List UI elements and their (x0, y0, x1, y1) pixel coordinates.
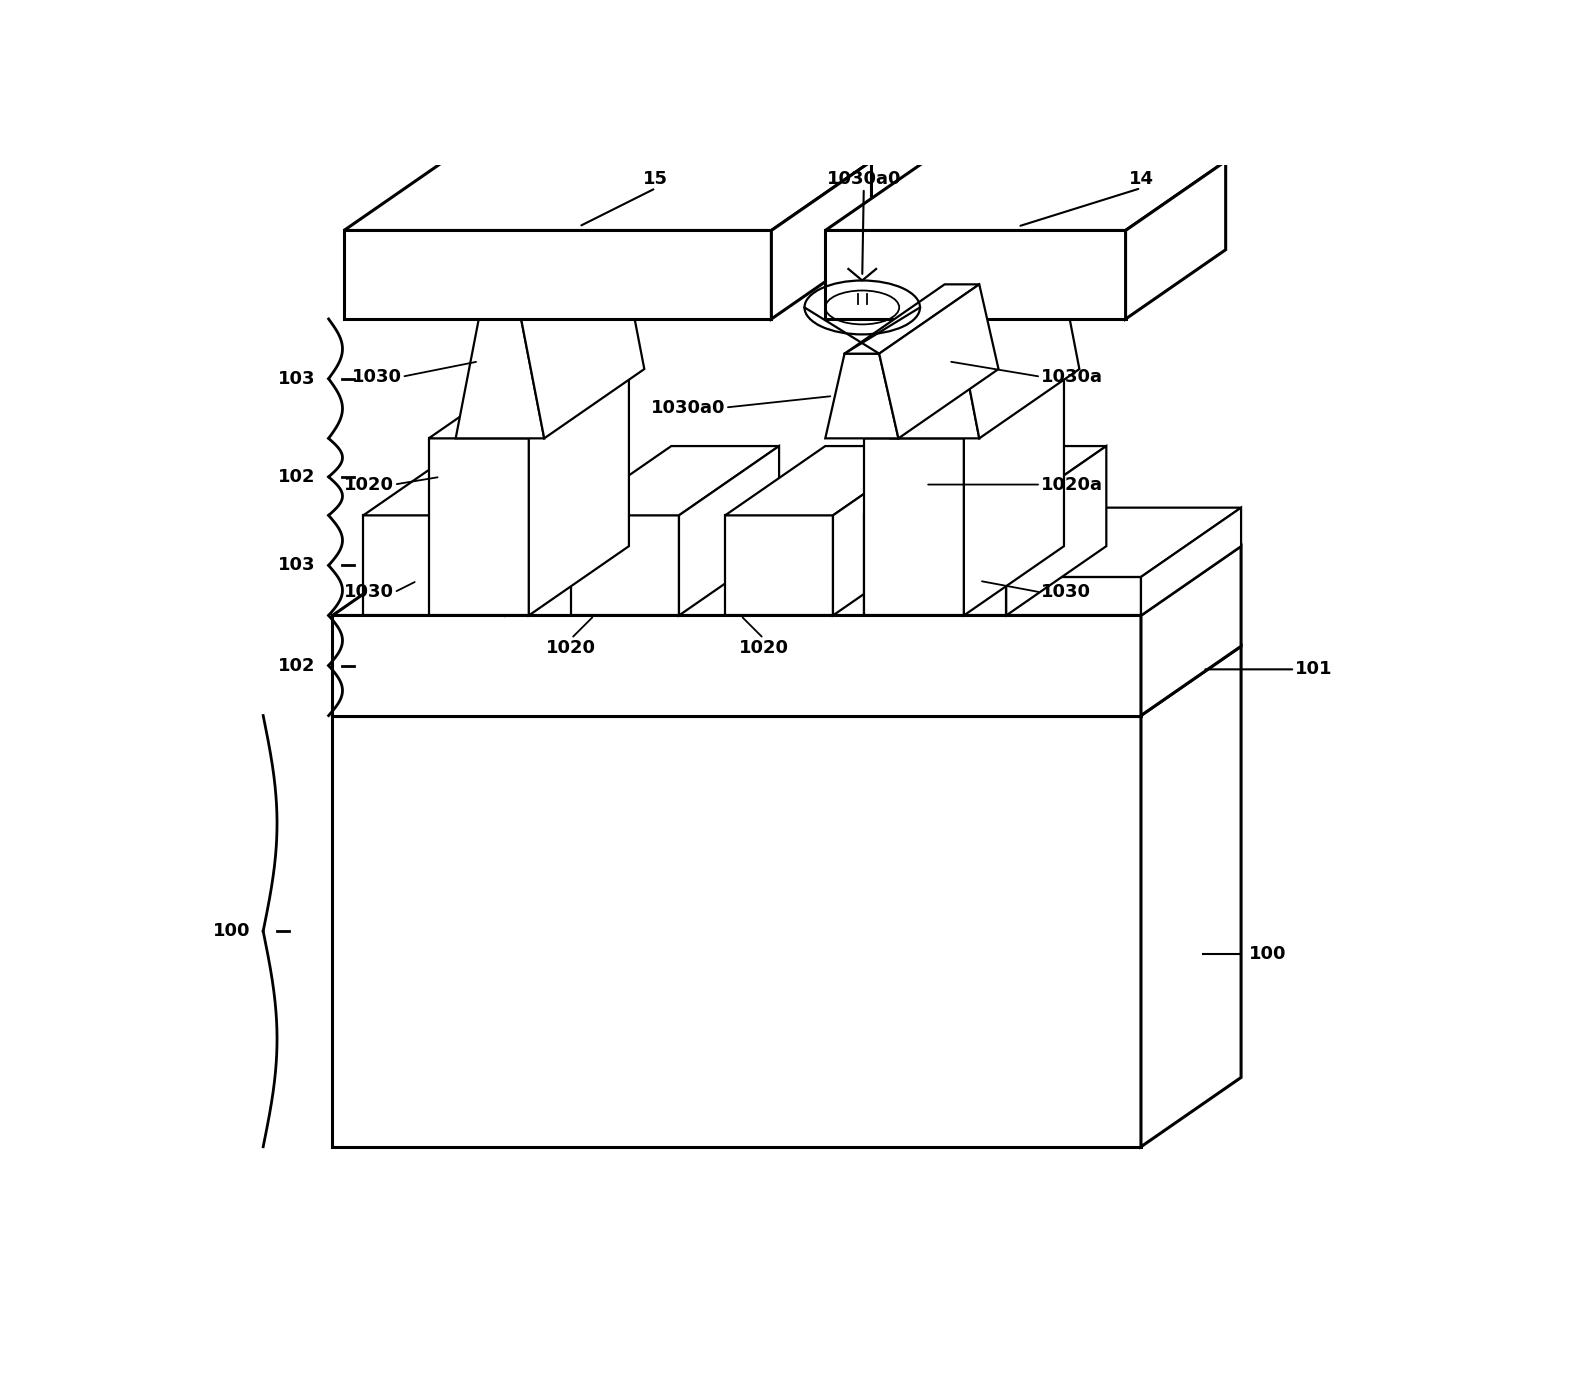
Text: 101: 101 (1295, 660, 1333, 678)
Text: 1030: 1030 (1040, 583, 1091, 601)
Text: 1030: 1030 (345, 583, 394, 601)
Text: 1030a0: 1030a0 (651, 399, 726, 417)
Polygon shape (1141, 507, 1241, 616)
Polygon shape (863, 516, 1006, 616)
Polygon shape (879, 285, 999, 439)
Polygon shape (772, 161, 871, 319)
Polygon shape (571, 446, 779, 516)
Text: 1030: 1030 (353, 367, 402, 386)
Text: 1020: 1020 (545, 638, 596, 656)
Polygon shape (428, 368, 629, 439)
Polygon shape (964, 368, 1064, 616)
Text: 1020a: 1020a (1040, 476, 1104, 494)
Polygon shape (506, 446, 606, 616)
Polygon shape (522, 250, 645, 439)
Polygon shape (1141, 546, 1241, 715)
Polygon shape (332, 616, 1141, 715)
Polygon shape (863, 368, 1064, 439)
Text: 103: 103 (278, 370, 316, 388)
Text: 1020: 1020 (345, 476, 394, 494)
Polygon shape (890, 319, 979, 439)
Polygon shape (726, 516, 833, 616)
Text: 15: 15 (643, 170, 669, 188)
Polygon shape (332, 546, 1241, 616)
Polygon shape (364, 516, 506, 616)
Text: 1030a0: 1030a0 (827, 170, 901, 188)
Polygon shape (364, 446, 606, 516)
Polygon shape (479, 250, 621, 319)
Polygon shape (844, 285, 979, 353)
Polygon shape (863, 439, 964, 616)
Polygon shape (925, 578, 1141, 616)
Polygon shape (455, 319, 544, 439)
Text: 102: 102 (278, 656, 316, 675)
Text: 100: 100 (1249, 945, 1287, 964)
Text: 1020: 1020 (738, 638, 789, 656)
Polygon shape (957, 250, 1080, 439)
Polygon shape (863, 446, 1107, 516)
Polygon shape (1141, 646, 1241, 1147)
Polygon shape (825, 231, 1126, 319)
Polygon shape (528, 368, 629, 616)
Polygon shape (825, 353, 898, 439)
Polygon shape (1006, 446, 1107, 616)
Polygon shape (833, 446, 933, 616)
Polygon shape (726, 446, 933, 516)
Polygon shape (571, 516, 678, 616)
Polygon shape (914, 250, 1056, 319)
Polygon shape (825, 161, 1225, 231)
Text: 100: 100 (212, 923, 250, 940)
Text: 103: 103 (278, 557, 316, 575)
Polygon shape (678, 446, 779, 616)
Text: 14: 14 (1129, 170, 1154, 188)
Polygon shape (1126, 161, 1225, 319)
Polygon shape (332, 646, 1241, 715)
Polygon shape (345, 231, 772, 319)
Polygon shape (345, 161, 871, 231)
Text: 102: 102 (278, 468, 316, 485)
Polygon shape (332, 715, 1141, 1147)
Polygon shape (428, 439, 528, 616)
Text: 1030a: 1030a (1040, 367, 1104, 386)
Polygon shape (925, 507, 1241, 578)
